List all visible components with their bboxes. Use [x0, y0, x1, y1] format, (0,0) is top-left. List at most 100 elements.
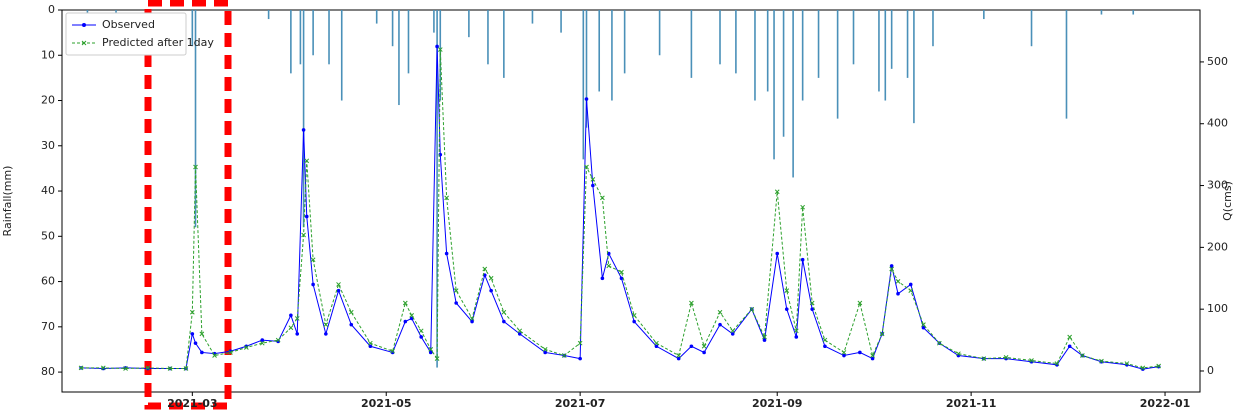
point-marker	[858, 350, 862, 355]
x-tick-label: 2021-07	[555, 397, 606, 410]
point-marker	[793, 328, 799, 334]
point-marker	[577, 340, 583, 346]
point-marker	[409, 312, 415, 318]
x-tick-label: 2022-01	[1140, 397, 1191, 410]
point-marker	[199, 331, 205, 337]
rain-bar	[719, 10, 721, 65]
point-marker	[936, 340, 942, 346]
rain-bar	[598, 10, 601, 92]
point-marker	[437, 47, 443, 52]
rain-bar	[560, 10, 562, 33]
point-marker	[1156, 363, 1162, 369]
point-marker	[981, 356, 987, 361]
point-marker	[730, 328, 736, 334]
rain-bar	[1030, 10, 1033, 47]
point-marker	[349, 322, 354, 327]
point-marker	[301, 128, 306, 132]
point-marker	[454, 301, 458, 305]
point-marker	[402, 300, 408, 306]
point-marker	[870, 353, 875, 358]
rain-bar	[983, 10, 985, 20]
point-marker	[469, 316, 475, 321]
point-marker	[689, 300, 694, 306]
point-marker	[1140, 365, 1146, 371]
point-marker	[774, 189, 780, 195]
point-marker	[259, 340, 265, 346]
point-marker	[896, 291, 900, 296]
rain-bar	[766, 10, 769, 92]
y2-tick-label: 500	[1207, 55, 1228, 68]
point-marker	[631, 312, 637, 318]
point-marker	[323, 322, 329, 327]
point-marker	[730, 332, 735, 336]
point-marker	[403, 319, 408, 324]
rain-bar	[86, 10, 89, 15]
rain-bar	[468, 10, 470, 38]
y-tick-label: 30	[41, 139, 55, 152]
rain-bar	[735, 10, 737, 74]
rain-bar	[906, 10, 909, 78]
point-marker	[921, 322, 926, 327]
point-marker	[324, 332, 328, 336]
point-marker	[857, 300, 863, 306]
point-marker	[304, 214, 309, 219]
point-marker	[842, 353, 846, 358]
rain-bar	[375, 10, 378, 24]
rain-bar	[690, 10, 693, 78]
point-marker	[418, 328, 424, 334]
y2-tick-label: 300	[1207, 179, 1228, 192]
rain-bar	[391, 10, 394, 47]
point-marker	[908, 288, 914, 293]
legend: Observed Predicted after 1day	[65, 12, 214, 56]
point-marker	[895, 279, 901, 284]
y-tick-label: 70	[41, 320, 55, 333]
point-marker	[470, 319, 474, 324]
point-marker	[809, 300, 815, 306]
point-marker	[1067, 334, 1073, 340]
point-marker	[762, 334, 767, 340]
point-marker	[419, 335, 424, 339]
rain-bar	[191, 10, 194, 47]
point-marker	[517, 332, 522, 336]
point-marker	[260, 338, 265, 342]
legend-label: Observed	[102, 18, 155, 31]
point-marker	[590, 177, 596, 182]
rain-bar	[836, 10, 839, 119]
point-marker	[689, 344, 694, 349]
rain-bar	[302, 10, 305, 228]
x-tick-label: 2021-11	[946, 397, 997, 410]
rain-bar	[433, 10, 435, 33]
point-marker	[619, 269, 624, 275]
point-marker	[749, 306, 755, 312]
rain-bar	[884, 10, 887, 101]
point-marker	[244, 345, 249, 350]
point-marker	[584, 164, 589, 170]
point-marker	[1003, 355, 1009, 360]
point-marker	[517, 328, 523, 334]
point-marker	[304, 158, 310, 164]
point-marker	[336, 282, 341, 287]
rain-bar	[773, 10, 775, 160]
point-marker	[444, 251, 449, 256]
point-marker	[100, 365, 106, 371]
highlight-box	[144, 0, 232, 410]
point-marker	[295, 332, 300, 336]
rain-bar	[658, 10, 661, 56]
rain-bar	[782, 10, 785, 137]
rain-bar	[436, 10, 438, 368]
point-marker	[762, 338, 767, 342]
point-marker	[275, 337, 281, 343]
point-marker	[784, 288, 790, 293]
rain-bar	[1132, 10, 1135, 15]
rain-bar	[1065, 10, 1068, 119]
point-marker	[889, 266, 895, 272]
point-marker	[190, 332, 195, 336]
rain-bar	[487, 10, 489, 65]
point-marker	[879, 331, 885, 337]
point-marker	[775, 251, 780, 256]
point-marker	[428, 350, 433, 355]
point-marker	[701, 343, 707, 349]
y-tick-label: 80	[41, 365, 55, 378]
point-marker	[488, 275, 494, 281]
y2-tick-label: 200	[1207, 240, 1228, 253]
